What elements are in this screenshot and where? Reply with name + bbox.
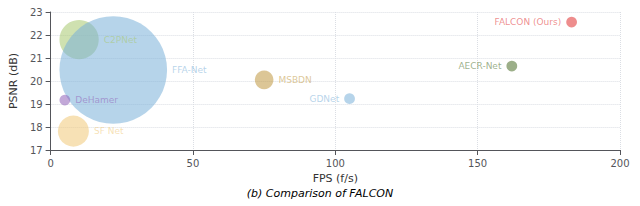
svg-text:FPS (f/s): FPS (f/s)	[313, 172, 358, 185]
svg-text:0: 0	[47, 158, 53, 169]
svg-text:23: 23	[30, 7, 43, 18]
svg-text:SF Net: SF Net	[94, 126, 124, 136]
svg-text:100: 100	[326, 158, 345, 169]
svg-text:20: 20	[30, 76, 43, 87]
svg-text:18: 18	[30, 122, 43, 133]
svg-text:17: 17	[30, 145, 43, 156]
svg-text:50: 50	[187, 158, 200, 169]
svg-text:AECR-Net: AECR-Net	[458, 61, 502, 71]
svg-text:DeHamer: DeHamer	[75, 95, 118, 105]
svg-text:21: 21	[30, 53, 43, 64]
svg-text:200: 200	[610, 158, 629, 169]
svg-text:MSBDN: MSBDN	[278, 75, 311, 85]
svg-text:FALCON (Ours): FALCON (Ours)	[495, 17, 562, 27]
svg-text:22: 22	[30, 30, 43, 41]
svg-text:FFA-Net: FFA-Net	[172, 65, 207, 75]
svg-text:C2PNet: C2PNet	[104, 35, 138, 45]
svg-text:GDNet: GDNet	[309, 94, 339, 104]
svg-text:PSNR (dB): PSNR (dB)	[7, 53, 20, 109]
svg-text:19: 19	[30, 99, 43, 110]
svg-text:150: 150	[468, 158, 487, 169]
svg-text:(b) Comparison of FALCON: (b) Comparison of FALCON	[247, 187, 393, 200]
